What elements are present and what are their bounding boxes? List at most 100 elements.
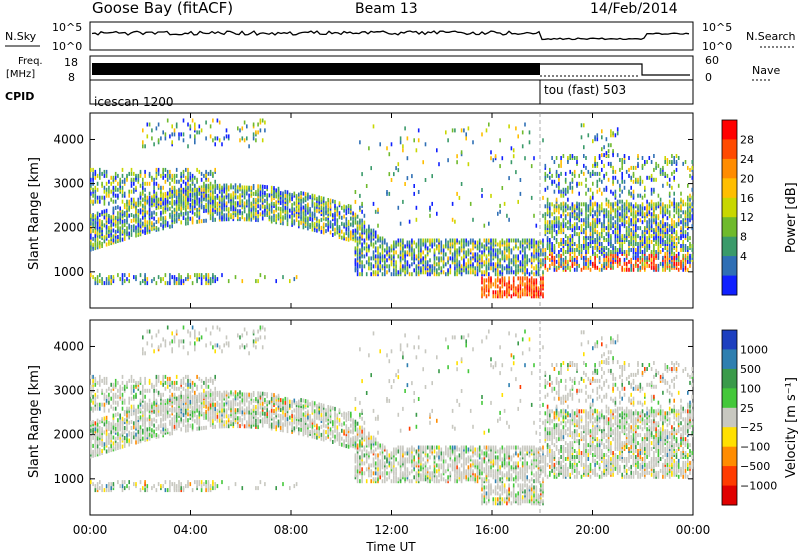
power-cell [225, 213, 228, 218]
power-cell [549, 167, 551, 172]
power-cell [119, 226, 121, 231]
power-cell [691, 165, 694, 170]
power-cell [616, 259, 619, 264]
power-cell [139, 191, 142, 196]
power-cell [94, 189, 97, 194]
power-cell [564, 177, 567, 182]
power-cell [528, 130, 531, 135]
power-cell [621, 165, 623, 170]
power-cell [216, 136, 219, 141]
velocity-cell [92, 482, 94, 487]
power-cell [440, 248, 443, 253]
power-cell [555, 259, 558, 264]
power-cell [469, 201, 472, 206]
power-cell [144, 273, 146, 278]
power-cell [164, 281, 167, 286]
velocity-cell [105, 398, 108, 403]
power-cell [630, 238, 632, 242]
power-cell [580, 218, 583, 223]
power-cell [225, 134, 228, 139]
power-cell [499, 278, 501, 283]
power-cell [465, 238, 467, 243]
power-cell [512, 270, 515, 275]
power-cell [214, 275, 216, 280]
power-cell [569, 206, 571, 211]
power-cell [646, 236, 648, 241]
power-cell [666, 173, 669, 178]
power-cell [449, 242, 452, 247]
power-cell [284, 193, 287, 198]
power-cell [123, 191, 126, 196]
power-cell [637, 267, 639, 272]
power-cell [341, 229, 343, 234]
power-cell [558, 224, 560, 229]
power-cell [203, 187, 205, 192]
power-cell [221, 191, 223, 196]
power-cell [612, 259, 614, 264]
power-cell [469, 256, 472, 261]
power-cell [332, 233, 334, 237]
power-cell [259, 128, 262, 133]
power-cell [101, 220, 103, 225]
power-cell [433, 272, 436, 277]
power-cell [189, 183, 192, 188]
power-cell [171, 140, 173, 145]
power-cell [469, 270, 472, 275]
power-cell [121, 199, 124, 204]
velocity-cell [108, 432, 110, 437]
power-cell [524, 122, 526, 127]
power-cell [261, 216, 264, 221]
power-cell [395, 250, 397, 255]
power-cell [628, 216, 630, 221]
power-cell [336, 230, 339, 235]
power-cell [302, 225, 305, 230]
power-cell [587, 242, 590, 246]
power-cell [361, 268, 363, 273]
power-cell [96, 181, 99, 186]
power-cell [524, 156, 526, 161]
power-cell [592, 181, 594, 186]
freq-right-tick-bottom: 0 [705, 71, 712, 84]
power-cell [128, 231, 130, 236]
power-cell [562, 193, 565, 198]
power-cell [92, 187, 94, 192]
power-cell [92, 221, 94, 225]
cpid-panel: CPID icescan 1200 tou (fast) 503 [5, 79, 694, 109]
power-cell [399, 221, 402, 226]
power-cell [212, 195, 214, 200]
power-cell [157, 122, 160, 127]
velocity-cell [123, 398, 126, 403]
power-cell [266, 205, 268, 210]
power-cell [105, 208, 108, 213]
power-cell [90, 167, 92, 172]
power-cell [422, 250, 424, 255]
power-cell [438, 266, 440, 271]
power-cell [619, 183, 621, 188]
power-cell [515, 126, 517, 131]
power-cell [533, 213, 535, 218]
power-cell [191, 206, 194, 211]
power-cell [519, 191, 522, 196]
power-cell [549, 257, 551, 262]
velocity-cell [99, 486, 101, 491]
power-cell [587, 204, 590, 209]
power-cell [94, 277, 97, 282]
power-cell [546, 185, 549, 190]
power-cell [528, 278, 531, 283]
power-cell [501, 238, 504, 243]
power-cell [589, 187, 592, 192]
power-cell [370, 166, 372, 171]
power-cell [309, 223, 311, 227]
power-cell [171, 124, 173, 129]
power-cell [646, 220, 648, 225]
power-cell [200, 281, 203, 286]
power-cell [558, 253, 560, 258]
power-cell [368, 266, 370, 271]
power-cell [646, 263, 648, 268]
power-cell [237, 189, 239, 194]
power-cell [216, 193, 219, 198]
power-cell [546, 224, 549, 229]
power-cell [133, 214, 135, 219]
power-cell [325, 217, 327, 222]
velocity-cell [101, 417, 103, 422]
